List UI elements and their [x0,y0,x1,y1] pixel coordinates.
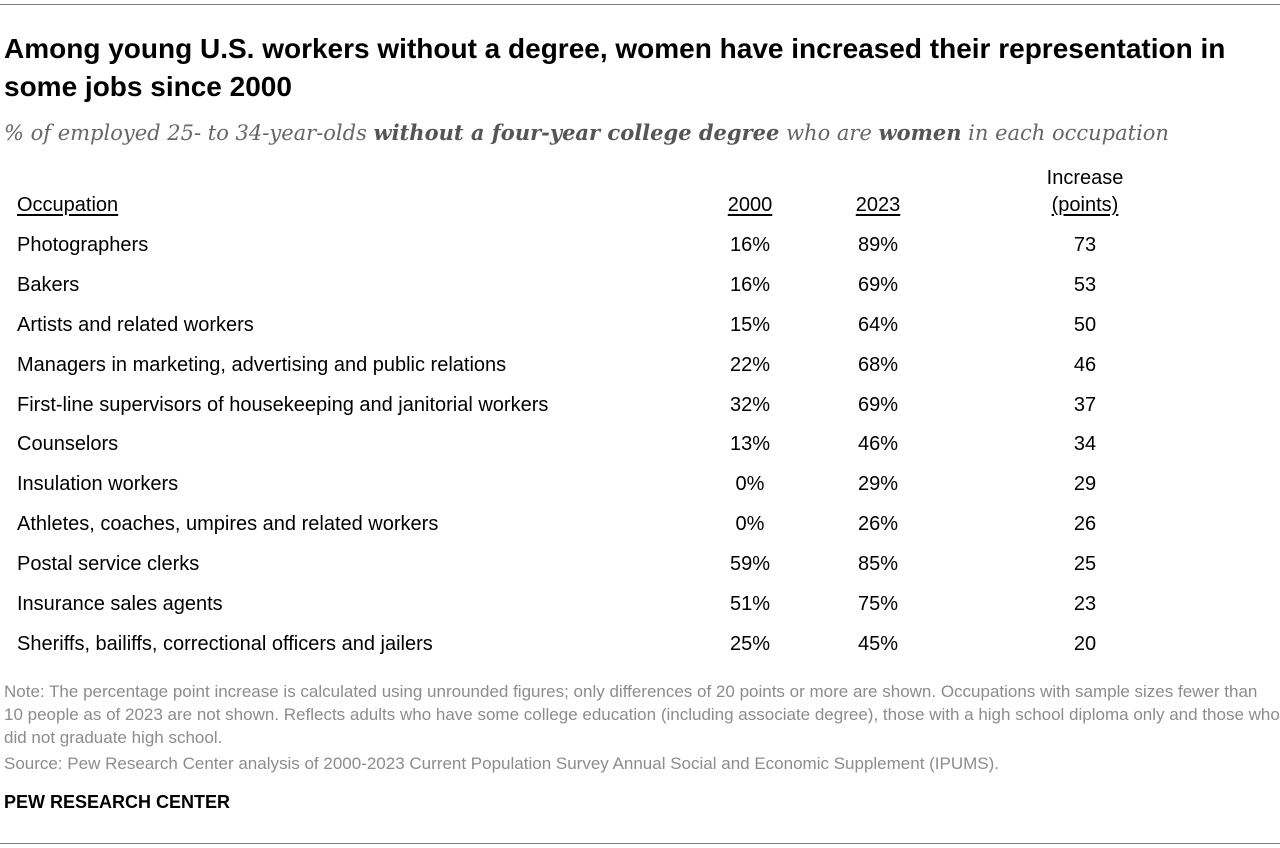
bottom-rule [0,843,1280,844]
table-row: Postal service clerks 59% 85% 25 [0,549,1280,589]
cell-increase: 34 [1073,433,1097,456]
cell-increase: 37 [1073,393,1097,416]
header-increase-line-2: (points) [1051,194,1119,216]
cell-2023: 69% [857,273,899,296]
cell-2023: 46% [857,433,899,456]
cell-increase: 20 [1073,632,1097,655]
table-row: Managers in marketing, advertising and p… [0,350,1280,390]
subtitle-bold-2: women [878,120,962,145]
cell-occupation: Athletes, coaches, umpires and related w… [17,513,439,536]
cell-2023: 89% [857,234,899,256]
cell-occupation: Insulation workers [17,473,179,496]
header-occupation: Occupation [17,194,119,216]
cell-increase: 29 [1073,473,1097,496]
cell-2000: 51% [729,593,771,616]
cell-2023: 45% [857,632,899,655]
cell-occupation: Bakers [17,273,80,296]
cell-2000: 25% [729,632,771,655]
cell-2023: 75% [857,593,899,616]
cell-2000: 0% [735,473,765,496]
cell-2023: 29% [857,473,899,496]
cell-2000: 32% [729,393,771,416]
header-increase-line-1: Increase [1046,167,1124,189]
cell-occupation: First-line supervisors of housekeeping a… [17,393,549,416]
cell-2023: 68% [857,353,899,376]
cell-increase: 73 [1073,234,1097,256]
cell-2023: 64% [857,313,899,336]
cell-increase: 46 [1073,353,1097,376]
table-row: Insulation workers 0% 29% 29 [0,469,1280,509]
cell-2023: 26% [857,513,899,536]
subtitle-part-3: in each occupation [961,121,1169,145]
cell-increase: 53 [1073,273,1097,296]
cell-2023: 85% [857,553,899,576]
cell-occupation: Insurance sales agents [17,593,223,616]
cell-occupation: Photographers [17,234,149,256]
cell-2000: 0% [735,513,765,536]
cell-2000: 16% [729,234,771,256]
chart-source: Source: Pew Research Center analysis of … [4,754,1000,773]
cell-2000: 15% [729,313,771,336]
cell-occupation: Managers in marketing, advertising and p… [17,353,507,376]
top-rule [0,4,1280,5]
chart-subtitle: % of employed 25- to 34-year-olds withou… [4,119,1274,147]
cell-occupation: Artists and related workers [17,313,254,336]
cell-occupation: Postal service clerks [17,553,200,576]
table-row: Bakers 16% 69% 53 [0,270,1280,310]
cell-2000: 13% [729,433,771,456]
brand-label: PEW RESEARCH CENTER [4,792,231,812]
header-2000: 2000 [727,194,773,216]
cell-2000: 59% [729,553,771,576]
cell-increase: 25 [1073,553,1097,576]
table-row: Artists and related workers 15% 64% 50 [0,310,1280,350]
cell-2000: 16% [729,273,771,296]
table-row: Sheriffs, bailiffs, correctional officer… [0,629,1280,669]
cell-occupation: Sheriffs, bailiffs, correctional officer… [17,632,433,655]
cell-2023: 69% [857,393,899,416]
chart-note: Note: The percentage point increase is c… [4,682,1280,747]
cell-increase: 50 [1073,313,1097,336]
subtitle-bold-1: without a four-year college degree [373,120,780,145]
cell-increase: 26 [1073,513,1097,536]
table-row: Athletes, coaches, umpires and related w… [0,509,1280,549]
cell-occupation: Counselors [17,433,119,456]
header-2023: 2023 [855,194,901,216]
cell-increase: 23 [1073,593,1097,616]
cell-2000: 22% [729,353,771,376]
table-row: Photographers 16% 89% 73 [0,230,1280,270]
table-row: Insurance sales agents 51% 75% 23 [0,589,1280,629]
subtitle-part-2: who are [779,121,879,145]
table-body: Photographers 16% 89% 73 Bakers 16% 69% 53 Artis… [0,230,1280,669]
chart-title: Among young U.S. workers without a degre… [4,33,1226,102]
subtitle-part-1: % of employed 25- to 34-year-olds [4,121,374,145]
table-row: Counselors 13% 46% 34 [0,429,1280,469]
table-row: First-line supervisors of housekeeping a… [0,390,1280,430]
